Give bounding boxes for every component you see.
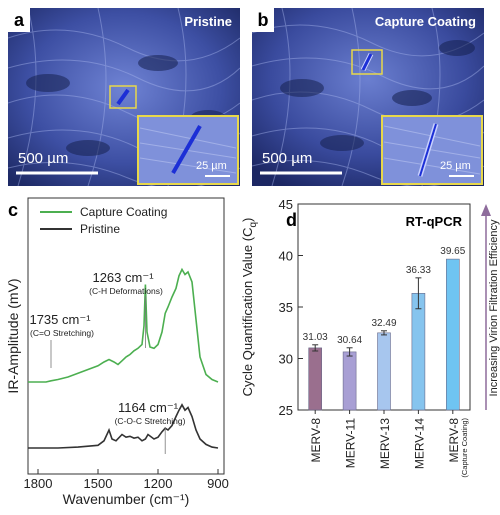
inset-scalebar-label: 25 µm: [440, 160, 471, 172]
micrograph-pristine: a Pristine 500 µm 25 µm: [8, 8, 240, 186]
qpcr-bar: [446, 258, 460, 411]
ftir-series-line: [28, 403, 219, 449]
qpcr-value-label: 36.33: [406, 265, 431, 276]
panel-letter-b: b: [252, 8, 274, 32]
qpcr-y-axis-label-main: Cycle Quantification Value (C: [240, 228, 255, 397]
qpcr-bar: [377, 332, 391, 411]
micrograph-capture-coating: b Capture Coating 500 µm 25 µm: [252, 8, 484, 186]
ftir-annotation-sub: (C=O Stretching): [30, 328, 94, 338]
efficiency-side-label: Increasing Virion Filtration Efficiency: [488, 219, 500, 396]
ftir-x-tick-label: 1200: [144, 476, 173, 491]
qpcr-y-axis-label-close: ): [240, 218, 255, 222]
ftir-y-axis-label: IR-Amplitude (mV): [5, 278, 21, 393]
ftir-chart: c Capture Coating Pristine 1263 cm⁻¹ (C-H …: [0, 192, 240, 510]
panel-letter-c: c: [8, 200, 18, 220]
qpcr-y-tick-label: 45: [279, 197, 293, 212]
ftir-annotation-label: 1164 cm⁻¹: [118, 400, 179, 415]
qpcr-bar: [342, 351, 357, 411]
qpcr-chart-title: RT-qPCR: [406, 214, 463, 229]
panel-letter-d: d: [286, 210, 297, 230]
qpcr-value-label: 39.65: [440, 246, 465, 257]
inset-scalebar-label: 25 µm: [196, 160, 227, 172]
ftir-x-tick-label: 900: [207, 476, 229, 491]
qpcr-y-axis-label: Cycle Quantification Value (Cq): [240, 218, 259, 397]
qpcr-chart: d RT-qPCR Cycle Quantification Value (Cq…: [240, 192, 500, 510]
qpcr-y-tick-label: 30: [279, 352, 293, 367]
qpcr-y-tick-label: 40: [279, 249, 293, 264]
ftir-legend-label: Pristine: [80, 222, 120, 236]
qpcr-chart-svg: d RT-qPCR Cycle Quantification Value (Cq…: [240, 197, 500, 478]
ftir-x-axis-label: Wavenumber (cm⁻¹): [63, 491, 190, 507]
qpcr-bar: [308, 347, 322, 411]
micrograph-capture-image: [252, 8, 484, 186]
efficiency-arrow-head: [481, 204, 491, 216]
ftir-chart-svg: c Capture Coating Pristine 1263 cm⁻¹(C-H …: [5, 197, 229, 507]
ftir-legend-label: Capture Coating: [80, 205, 167, 219]
scalebar-label: 500 µm: [262, 150, 313, 167]
micrograph-pristine-image: [8, 8, 240, 186]
qpcr-y-axis-label-sub: q: [248, 222, 259, 228]
qpcr-category-label: MERV-11: [344, 418, 358, 469]
qpcr-value-label: 31.03: [303, 332, 328, 343]
ftir-annotation-sub: (C-O-C Stretching): [115, 416, 186, 426]
ftir-x-tick-label: 1500: [84, 476, 113, 491]
qpcr-category-label: MERV-8: [309, 418, 323, 463]
ftir-annotation-label: 1735 cm⁻¹: [29, 312, 91, 327]
qpcr-category-label: MERV-14: [412, 418, 426, 469]
qpcr-value-label: 32.49: [371, 318, 396, 329]
qpcr-category-label: MERV-8: [447, 418, 461, 463]
panel-letter-a: a: [8, 8, 30, 32]
qpcr-y-tick-label: 35: [279, 300, 293, 315]
ftir-x-tick-label: 1800: [24, 476, 53, 491]
scalebar-label: 500 µm: [18, 150, 69, 167]
ftir-plot-frame: [27, 197, 225, 475]
qpcr-category-sublabel: (Capture Coating): [460, 418, 469, 478]
ftir-series-line: [28, 267, 219, 383]
qpcr-category-label: MERV-13: [378, 418, 392, 469]
micrograph-title-capture: Capture Coating: [374, 14, 476, 29]
micrograph-title-pristine: Pristine: [184, 14, 232, 29]
qpcr-bar: [411, 293, 426, 411]
ftir-annotation-sub: (C-H Deformations): [89, 286, 163, 296]
qpcr-value-label: 30.64: [337, 335, 362, 346]
ftir-annotation-label: 1263 cm⁻¹: [92, 270, 154, 285]
qpcr-y-tick-label: 25: [279, 403, 293, 418]
